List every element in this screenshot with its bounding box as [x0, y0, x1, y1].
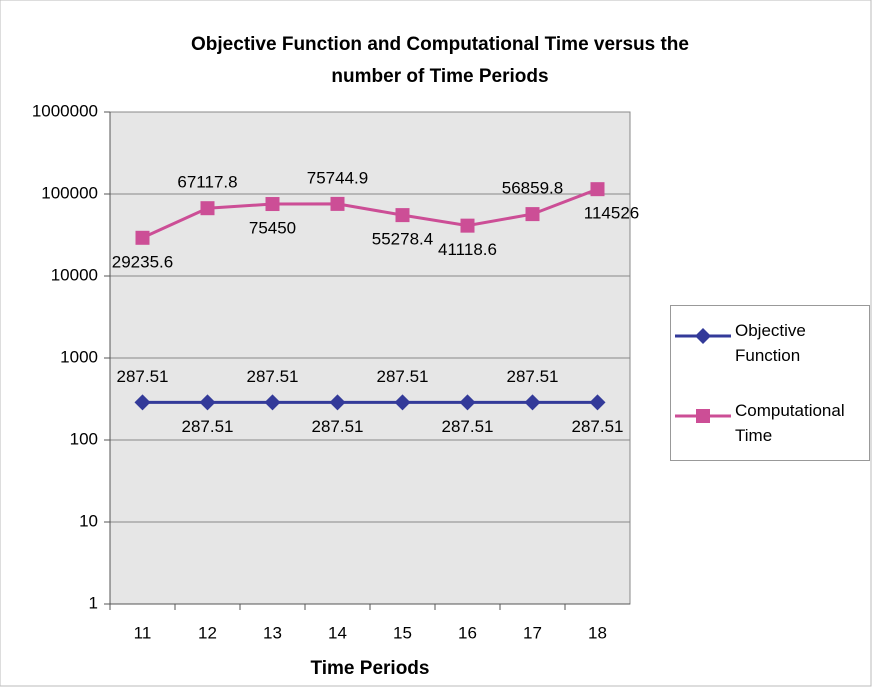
- x-tick-label: 17: [523, 623, 542, 642]
- y-tick-label: 100000: [41, 183, 98, 202]
- y-tick-label: 1: [89, 593, 98, 612]
- data-label: 29235.6: [112, 252, 173, 271]
- x-tick-label: 11: [134, 623, 152, 642]
- marker: [395, 208, 410, 223]
- chart-title: number of Time Periods: [331, 66, 548, 87]
- x-tick-label: 15: [393, 623, 412, 642]
- y-tick-label: 100: [70, 429, 98, 448]
- data-label: 287.51: [377, 367, 429, 386]
- marker: [525, 207, 540, 222]
- x-tick-label: 12: [198, 623, 217, 642]
- data-label: 287.51: [182, 417, 234, 436]
- legend-entry: Objective Function: [671, 318, 871, 368]
- data-label: 67117.8: [177, 173, 237, 192]
- data-label: 287.51: [117, 367, 169, 386]
- marker: [134, 394, 151, 411]
- y-tick-label: 10000: [51, 265, 98, 284]
- legend-label: Computational Time: [735, 401, 845, 445]
- marker: [199, 394, 216, 411]
- data-label: 287.51: [442, 417, 494, 436]
- legend-label: Objective Function: [735, 321, 806, 365]
- marker: [590, 182, 605, 197]
- y-tick-label: 10: [79, 511, 98, 530]
- chart-title: Objective Function and Computational Tim…: [191, 34, 689, 55]
- data-label: 287.51: [507, 367, 559, 386]
- y-tick-label: 1000: [60, 347, 98, 366]
- data-label: 75744.9: [307, 168, 368, 187]
- legend-marker: [696, 409, 710, 423]
- x-tick-label: 13: [263, 623, 282, 642]
- data-label: 75450: [249, 219, 296, 238]
- data-label: 287.51: [312, 417, 364, 436]
- y-tick-label: 1000000: [32, 101, 98, 120]
- data-label: 56859.8: [502, 179, 563, 198]
- data-label: 114526: [584, 204, 639, 223]
- marker: [264, 394, 281, 411]
- series-line: [141, 187, 599, 240]
- marker: [135, 230, 150, 245]
- legend-swatch: [675, 328, 731, 344]
- data-label: 287.51: [247, 367, 299, 386]
- legend-swatch: [675, 409, 731, 423]
- x-axis-title: Time Periods: [311, 658, 430, 679]
- marker: [460, 218, 475, 233]
- data-label: 287.51: [572, 417, 624, 436]
- x-tick-label: 16: [458, 623, 477, 642]
- legend-marker: [695, 328, 711, 344]
- marker: [459, 394, 476, 411]
- marker: [265, 197, 280, 212]
- marker: [394, 394, 411, 411]
- x-tick-label: 14: [328, 623, 347, 642]
- marker: [330, 196, 345, 211]
- x-tick-label: 18: [588, 623, 607, 642]
- data-label: 41118.6: [438, 240, 497, 259]
- legend: Objective Function Computational Time: [670, 305, 870, 461]
- marker: [329, 394, 346, 411]
- marker: [589, 394, 606, 411]
- legend-entry: Computational Time: [671, 398, 871, 448]
- marker: [200, 201, 215, 216]
- marker: [524, 394, 541, 411]
- data-label: 55278.4: [372, 230, 433, 249]
